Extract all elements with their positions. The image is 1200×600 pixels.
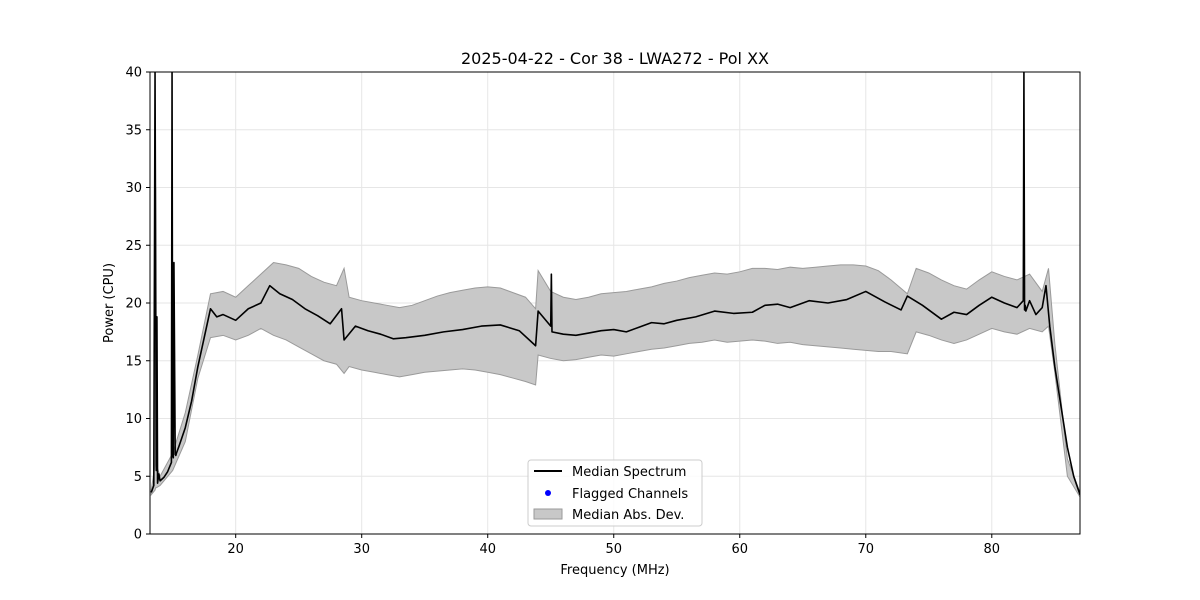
legend-box [527, 459, 703, 527]
y-tick-label: 10 [125, 412, 142, 427]
y-axis-label: Power (CPU) [102, 263, 117, 343]
legend-label-mad: Median Abs. Dev. [572, 508, 684, 523]
legend-label-median: Median Spectrum [572, 465, 686, 480]
y-tick-label: 5 [134, 470, 142, 485]
x-tick-label: 20 [227, 542, 244, 557]
y-tick-label: 20 [125, 297, 142, 312]
y-tick-label: 40 [125, 66, 142, 81]
median-spectrum-layer [150, 72, 1080, 495]
x-tick-label: 70 [857, 542, 874, 557]
x-tick-label: 40 [479, 542, 496, 557]
y-tick-label: 15 [125, 354, 142, 369]
x-tick-label: 60 [731, 542, 748, 557]
chart-title: 2025-04-22 - Cor 38 - LWA272 - Pol XX [461, 49, 769, 68]
y-tick-label: 0 [134, 528, 142, 543]
legend-label-flagged: Flagged Channels [572, 487, 688, 502]
mad-band-area [150, 187, 1080, 499]
legend-dot-swatch [545, 490, 551, 496]
mad-band [150, 187, 1080, 499]
legend-patch-swatch [533, 508, 563, 520]
y-tick-label: 25 [125, 239, 142, 254]
y-tick-label: 35 [125, 123, 142, 138]
x-tick-label: 80 [984, 542, 1001, 557]
x-tick-label: 50 [605, 542, 622, 557]
x-axis-ticks: 20 30 40 50 60 70 80 [227, 534, 1000, 557]
x-axis-label: Frequency (MHz) [560, 563, 669, 578]
x-tick-label: 30 [353, 542, 370, 557]
legend: Median Spectrum Flagged Channels Median … [527, 459, 703, 527]
median-spectrum-line [150, 72, 1080, 495]
y-tick-label: 30 [125, 181, 142, 196]
y-axis-ticks: 0 5 10 15 20 25 30 35 40 [125, 66, 150, 543]
